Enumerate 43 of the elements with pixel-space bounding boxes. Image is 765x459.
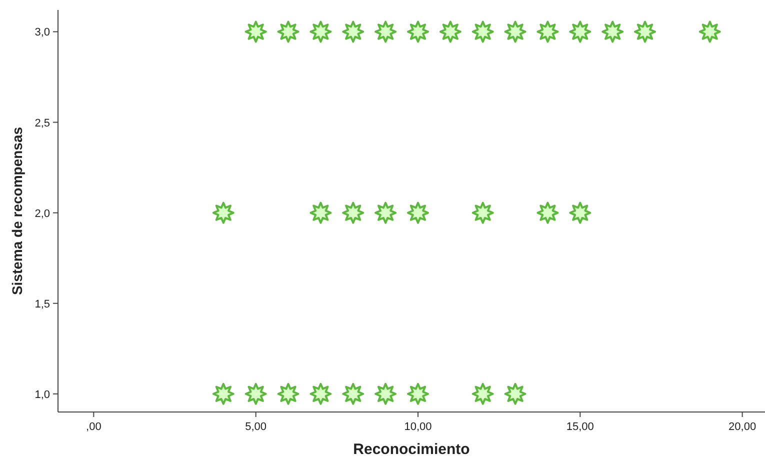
point bbox=[244, 382, 267, 405]
point bbox=[536, 20, 559, 43]
y-tick-label: 1,0 bbox=[34, 388, 50, 401]
point bbox=[277, 20, 300, 43]
point bbox=[504, 382, 526, 405]
point bbox=[634, 20, 656, 43]
y-tick-label: 2,5 bbox=[34, 117, 50, 130]
point bbox=[342, 20, 364, 43]
y-axis-title: Sistema de recompensas bbox=[9, 126, 25, 296]
y-tick-label: 2,0 bbox=[34, 208, 50, 220]
point bbox=[374, 20, 397, 43]
point bbox=[310, 202, 332, 224]
y-tick-label: 1,5 bbox=[34, 298, 50, 310]
point bbox=[406, 20, 429, 43]
point bbox=[406, 202, 429, 224]
x-tick-label: ,00 bbox=[86, 421, 102, 433]
x-tick-label: 15,00 bbox=[566, 421, 594, 433]
point bbox=[406, 382, 429, 405]
point bbox=[472, 20, 494, 43]
point bbox=[698, 20, 721, 43]
point bbox=[342, 382, 364, 405]
point bbox=[569, 20, 592, 43]
x-axis-title: Reconocimiento bbox=[353, 441, 470, 458]
point bbox=[374, 202, 397, 224]
point bbox=[536, 202, 559, 224]
point bbox=[244, 20, 267, 43]
point bbox=[342, 202, 364, 224]
point bbox=[504, 20, 526, 43]
point bbox=[212, 202, 234, 224]
point bbox=[212, 382, 234, 405]
point bbox=[277, 382, 300, 405]
x-tick-label: 5,00 bbox=[245, 421, 267, 433]
point bbox=[310, 382, 332, 405]
point bbox=[472, 382, 494, 405]
point bbox=[374, 382, 397, 405]
point bbox=[569, 202, 592, 224]
x-tick-label: 10,00 bbox=[404, 421, 432, 433]
point bbox=[439, 20, 462, 43]
point bbox=[602, 20, 624, 43]
point bbox=[310, 20, 332, 43]
y-tick-label: 3,0 bbox=[34, 26, 50, 39]
point bbox=[472, 202, 494, 224]
x-tick-label: 20,00 bbox=[728, 421, 756, 433]
